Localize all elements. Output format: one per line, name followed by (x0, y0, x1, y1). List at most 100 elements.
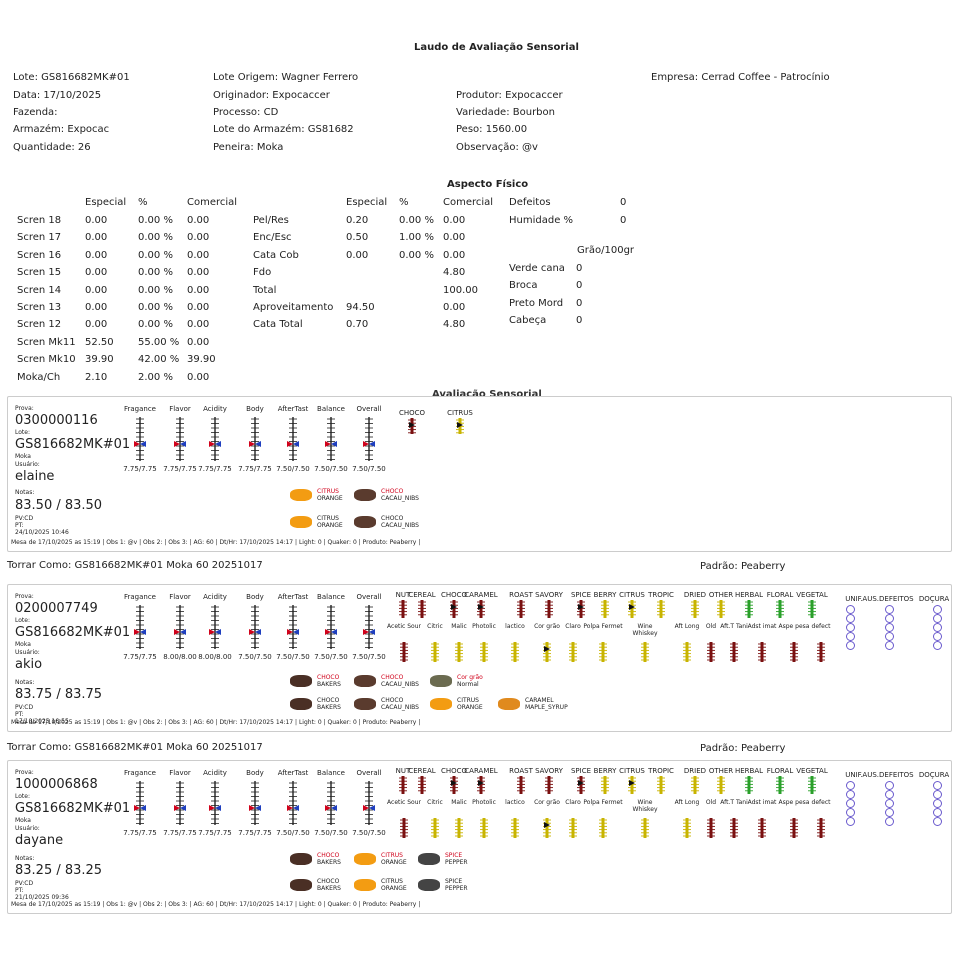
grao-value: 0 (576, 315, 583, 327)
descriptor-label: Citric (427, 799, 443, 806)
top-tag-label: CITRUS (447, 409, 473, 417)
descriptor-label: defect (811, 623, 831, 630)
processo-field: Processo: CD (213, 107, 279, 118)
produtor-field: Produtor: Expocaccer (456, 90, 563, 101)
col-comercial-2: Comercial (443, 197, 494, 208)
category-label: BERRY (593, 767, 617, 775)
category-label: ROAST (509, 591, 533, 599)
descriptor-scale (756, 641, 768, 667)
screen-label: Scren 18 (17, 215, 62, 226)
descriptor-scale (815, 641, 827, 667)
category-scale (448, 599, 460, 623)
middle-value: 0.00 % (399, 249, 434, 261)
attribute-score: 8.00/8.00 (198, 653, 232, 661)
attribute-label: Flavor (169, 593, 191, 601)
middle-value: 0.00 (443, 215, 466, 226)
screen-value: 0.00 (85, 319, 108, 331)
category-label: DRIED (683, 591, 707, 599)
attribute-scale (171, 779, 189, 831)
descriptor-label: Claro (565, 623, 581, 630)
screen-value: 0.00 (85, 232, 108, 244)
note-category: CITRUS (381, 852, 403, 859)
attribute-scale (322, 603, 340, 655)
screen-value: 2.10 (85, 371, 108, 383)
card-footer: Mesa de 17/10/2025 as 15:19 | Obs 1: @v … (11, 719, 421, 726)
note-subcategory: CACAU_NIBS (381, 681, 419, 688)
category-scale (515, 775, 527, 799)
attribute-label: Acidity (203, 593, 227, 601)
prova-value: 0300000116 (15, 413, 98, 428)
pt-label: PT: (15, 711, 24, 718)
option-circle (885, 623, 894, 632)
screen-label: Moka/Ch (17, 371, 61, 383)
middle-value: 0.00 (443, 232, 466, 244)
category-label: CARAMEL (464, 767, 498, 775)
notas-label: Notas: (15, 679, 35, 686)
descriptor-scale (567, 817, 579, 843)
attribute-score: 7.50/7.50 (352, 653, 386, 661)
col-percent: % (138, 197, 148, 208)
descriptor-label: Polpa Fermet (583, 799, 623, 806)
descriptor-scale (541, 817, 553, 843)
middle-value: 0.00 (443, 249, 466, 261)
option-circle (885, 781, 894, 790)
screen-value: 0.00 % (138, 267, 173, 279)
middle-value: 0.00 % (399, 215, 434, 226)
attribute-label: AfterTast (277, 769, 309, 777)
screen-value: 0.00 % (138, 302, 173, 313)
descriptor-label: Acetic Sour (387, 799, 421, 806)
lote-value: GS816682MK#01 (15, 801, 131, 816)
screen-value: 0.00 (85, 215, 108, 226)
middle-value: 4.80 (443, 319, 466, 331)
screen-value: 0.00 (85, 302, 108, 313)
option-circle (846, 623, 855, 632)
descriptor-scale (597, 817, 609, 843)
attribute-label: Flavor (169, 769, 191, 777)
category-label: FLORAL (766, 767, 794, 775)
extra-col-label: AUS.DEFEITOS (862, 771, 914, 779)
grao-label: Broca (509, 280, 538, 292)
category-scale (655, 775, 667, 799)
option-circle (933, 632, 942, 641)
category-scale (743, 775, 755, 799)
note-icon (290, 853, 312, 865)
attribute-scale (322, 779, 340, 831)
option-circle (885, 632, 894, 641)
pv-label: PV:CD (15, 704, 34, 711)
note-icon (290, 675, 312, 687)
attribute-score: 7.75/7.75 (123, 465, 157, 473)
extra-col-label: DOÇURA (918, 595, 950, 603)
note-category: CHOCO (381, 697, 404, 704)
note-category: CHOCO (317, 852, 340, 859)
attribute-score: 7.75/7.75 (238, 465, 272, 473)
category-label: HERBAL (734, 767, 764, 775)
middle-value: 94.50 (346, 302, 375, 313)
category-label: CEREAL (408, 591, 436, 599)
screen-label: Scren 15 (17, 267, 62, 279)
descriptor-scale (728, 817, 740, 843)
attribute-scale (131, 415, 149, 467)
category-scale (416, 775, 428, 799)
attribute-label: Fragance (123, 769, 156, 777)
category-label: OTHER (708, 767, 734, 775)
attribute-label: Balance (317, 405, 345, 413)
category-scale (626, 775, 638, 799)
descriptor-scale (639, 817, 651, 843)
extra-col-label: DOÇURA (918, 771, 950, 779)
defeitos-value: 0 (620, 197, 627, 208)
descriptor-scale (681, 641, 693, 667)
evaluation-card: Prova: 1000006868 Lote: GS816682MK#01 Moka Us… (7, 760, 952, 914)
note-category: CITRUS (317, 488, 339, 495)
note-category: CHOCO (381, 674, 404, 681)
evaluation-card: Prova: 0300000116 Lote: GS816682MK#01 Moka Us… (7, 396, 952, 552)
category-label: DRIED (683, 767, 707, 775)
middle-value: 0.00 (443, 302, 466, 313)
note-icon (354, 489, 376, 501)
category-label: OTHER (708, 591, 734, 599)
screen-label: Scren 12 (17, 319, 62, 331)
lote-armazem-field: Lote do Armazém: GS81682 (213, 124, 354, 135)
attribute-label: Acidity (203, 405, 227, 413)
category-scale (543, 599, 555, 623)
attribute-scale (171, 415, 189, 467)
option-circle (885, 614, 894, 623)
